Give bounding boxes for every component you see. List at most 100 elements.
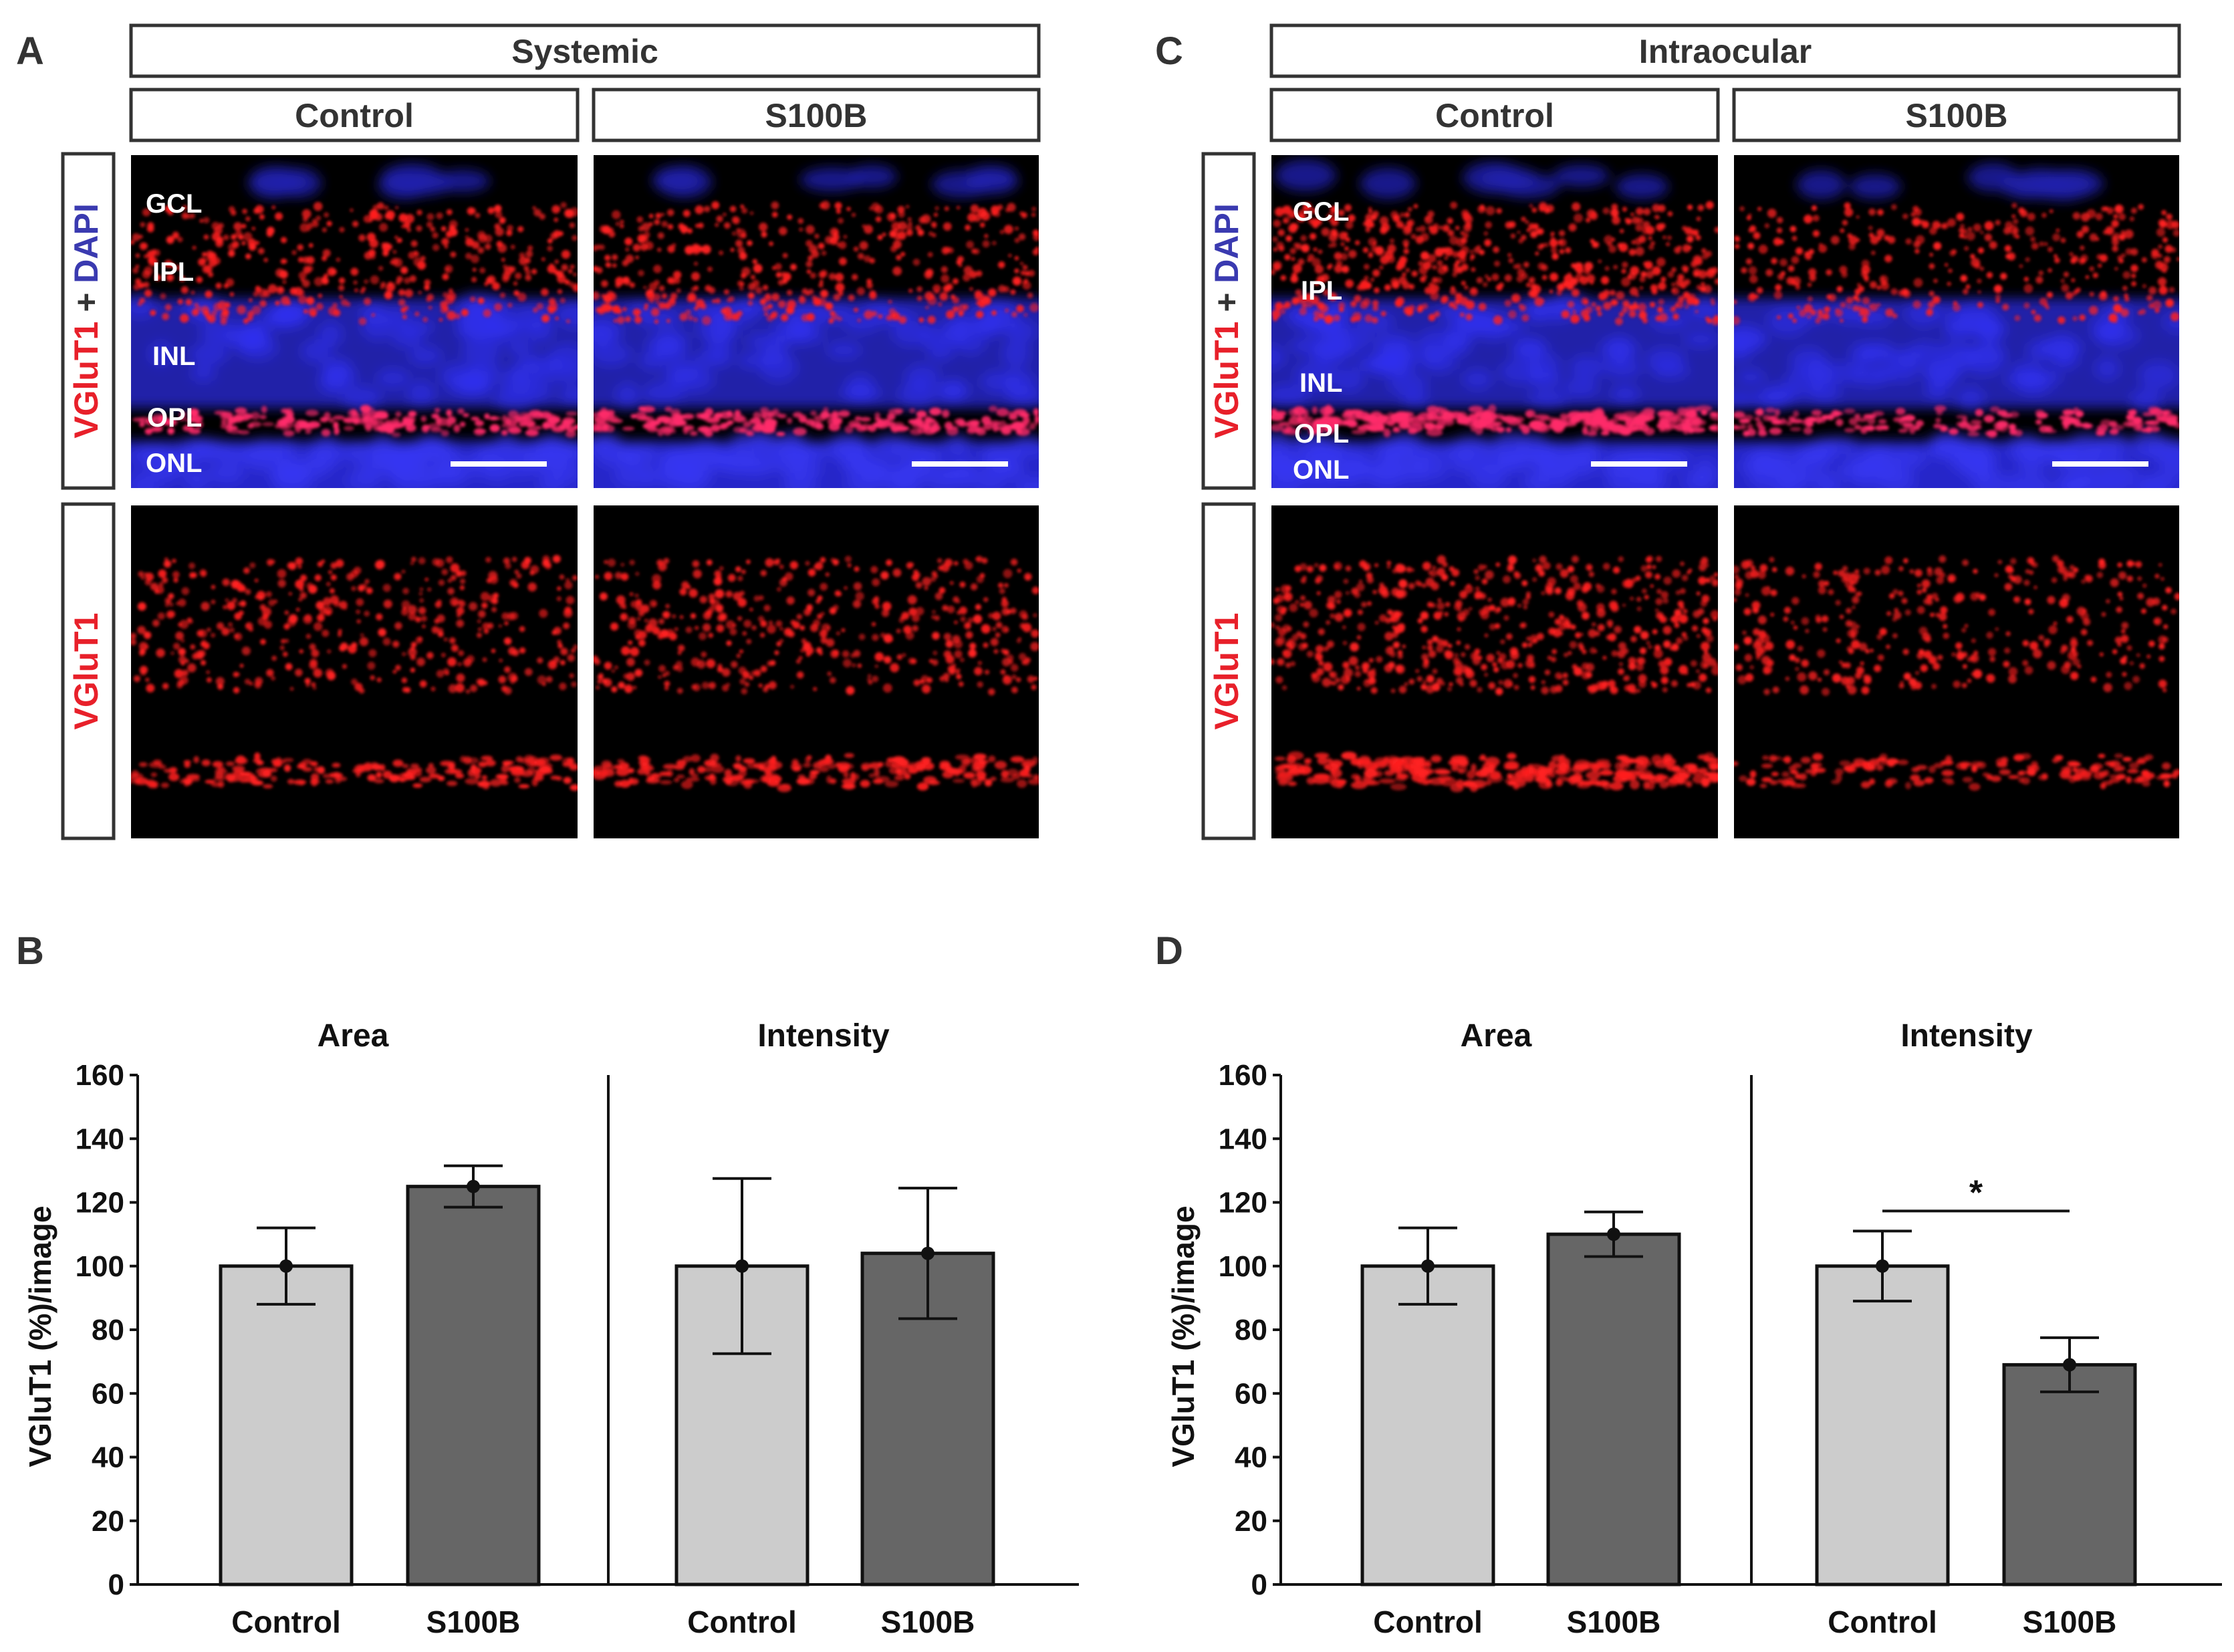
cond-label-c-s100b: S100B <box>1906 97 2008 134</box>
layer-label-a-onl: ONL <box>146 449 202 478</box>
layer-label-c-opl: OPL <box>1294 419 1349 449</box>
y-tick-label: 160 <box>76 1059 124 1092</box>
bar-s100b <box>406 1185 541 1586</box>
y-tick-label: 60 <box>1235 1377 1267 1410</box>
row-label-a-dapi: DAPI <box>68 203 105 283</box>
bar-control <box>219 1264 354 1586</box>
row-label-a-single: VGluT1 <box>68 612 105 729</box>
row-label-c-single: VGluT1 <box>1208 612 1245 729</box>
mean-point <box>1607 1227 1620 1242</box>
cond-box-a-control <box>129 88 580 142</box>
x-category-label: Control <box>1373 1605 1483 1639</box>
cond-label-a-s100b: S100B <box>765 97 868 134</box>
subplot-title: Intensity <box>757 1018 890 1054</box>
group-title-c: Intraocular <box>1639 33 1812 70</box>
layer-label-c-onl: ONL <box>1293 455 1349 485</box>
x-category-label: S100B <box>2023 1605 2117 1639</box>
y-tick-label: 120 <box>1219 1187 1267 1219</box>
bar-control <box>1360 1264 1495 1586</box>
y-tick-label: 140 <box>1219 1123 1267 1155</box>
layer-label-c-ipl: IPL <box>1301 276 1342 306</box>
panel-letter-d: D <box>1155 929 1183 973</box>
row-box-c-merged <box>1201 152 1256 490</box>
y-tick-label: 40 <box>1235 1441 1267 1474</box>
x-category-label: S100B <box>1567 1605 1661 1639</box>
x-category-label: Control <box>1828 1605 1937 1639</box>
mean-point <box>279 1259 293 1273</box>
bar-control <box>1815 1264 1950 1586</box>
row-label-c-merged: VGluT1 + DAPI <box>1208 203 1245 438</box>
micrograph-a-control-merged <box>131 155 578 488</box>
y-tick-label: 120 <box>76 1187 124 1219</box>
panel-letter-b: B <box>16 929 44 973</box>
chart-b: 0 20 40 60 80 100 120 140 160 VGluT1 (%)/image Are… <box>23 1018 1079 1639</box>
y-tick-label: 0 <box>1251 1568 1267 1601</box>
micrograph-a-s100b-single <box>594 505 1039 838</box>
bar-s100b <box>2002 1363 2137 1586</box>
layer-label-c-inl: INL <box>1299 368 1342 398</box>
y-tick-label: 80 <box>1235 1314 1267 1346</box>
cond-box-a-s100b <box>592 88 1041 142</box>
y-tick-label: 60 <box>92 1377 124 1410</box>
y-tick-label: 0 <box>108 1568 124 1601</box>
x-category-label: Control <box>687 1605 797 1639</box>
cond-label-c-control: Control <box>1435 97 1554 134</box>
x-category-label: S100B <box>426 1605 521 1639</box>
mean-point <box>1876 1259 1889 1273</box>
row-label-c-vglut1: VGluT1 <box>1208 322 1245 439</box>
y-axis-label: VGluT1 (%)/image <box>1166 1205 1201 1467</box>
subplot-title: Intensity <box>1900 1018 2033 1054</box>
x-category-label: Control <box>231 1605 341 1639</box>
y-tick-label: 80 <box>92 1314 124 1346</box>
y-tick-label: 20 <box>1235 1505 1267 1538</box>
mean-point <box>1421 1259 1435 1273</box>
bar-s100b <box>1546 1232 1681 1586</box>
row-box-a-single <box>61 502 116 840</box>
layer-label-a-ipl: IPL <box>152 257 194 287</box>
row-label-a-vglut1: VGluT1 <box>68 322 105 439</box>
cond-box-c-control <box>1269 88 1720 142</box>
y-tick-label: 140 <box>76 1123 124 1155</box>
row-label-a-plus: + <box>68 283 105 322</box>
row-box-a-merged <box>61 152 116 490</box>
group-box-c <box>1269 23 2181 78</box>
panel-letter-a: A <box>16 29 44 73</box>
layer-label-a-opl: OPL <box>147 403 202 433</box>
panel-letter-c: C <box>1155 29 1183 73</box>
row-label-c-plus: + <box>1208 283 1245 322</box>
panel-c: C Intraocular Control S100B VGluT1 + DAP… <box>1155 23 2181 840</box>
micrograph-a-s100b-merged <box>594 155 1039 488</box>
row-label-c-dapi: DAPI <box>1208 203 1245 283</box>
mean-point <box>735 1259 749 1273</box>
subplot-title: Area <box>318 1018 389 1054</box>
layer-label-a-inl: INL <box>152 342 195 371</box>
micrograph-c-s100b-single <box>1734 505 2179 838</box>
panel-a: A Systemic Control S100B VGluT1 + DAPI V… <box>16 23 1041 840</box>
layer-label-a-gcl: GCL <box>146 189 202 219</box>
significance-star: * <box>1969 1173 1983 1212</box>
micrograph-c-control-merged <box>1271 155 1718 488</box>
mean-point <box>2063 1358 2076 1372</box>
mean-point <box>921 1246 935 1260</box>
row-label-a-merged: VGluT1 + DAPI <box>68 203 105 438</box>
y-tick-label: 40 <box>92 1441 124 1474</box>
layer-label-c-gcl: GCL <box>1293 197 1349 227</box>
y-tick-label: 160 <box>1219 1059 1267 1092</box>
group-box-a <box>129 23 1041 78</box>
cond-label-a-control: Control <box>295 97 414 134</box>
y-tick-label: 100 <box>1219 1250 1267 1283</box>
chart-d: 0 20 40 60 80 100 120 140 160 VGluT1 (%)/image Are… <box>1166 1018 2222 1639</box>
y-tick-label: 20 <box>92 1505 124 1538</box>
y-tick-label: 100 <box>76 1250 124 1283</box>
mean-point <box>467 1179 480 1193</box>
group-title-a: Systemic <box>511 33 658 70</box>
micrograph-a-control-single <box>131 505 578 838</box>
micrograph-c-control-single <box>1271 505 1718 838</box>
x-category-label: S100B <box>881 1605 975 1639</box>
cond-box-c-s100b <box>1732 88 2181 142</box>
row-box-c-single <box>1201 502 1256 840</box>
subplot-title: Area <box>1461 1018 1532 1054</box>
micrograph-c-s100b-merged <box>1734 155 2179 488</box>
y-axis-label: VGluT1 (%)/image <box>23 1205 57 1467</box>
